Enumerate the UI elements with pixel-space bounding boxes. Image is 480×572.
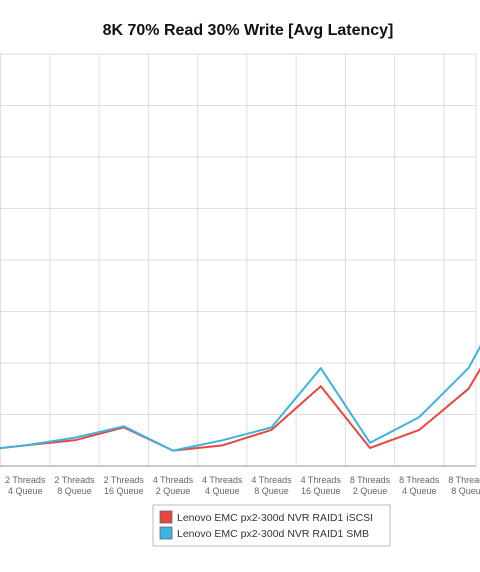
legend-swatch — [159, 526, 173, 540]
x-tick-label: 4 Threads 2 Queue — [153, 475, 194, 496]
legend-label: Lenovo EMC px2-300d NVR RAID1 iSCSI — [177, 512, 373, 524]
legend-swatch — [159, 510, 173, 524]
x-tick-label: 2 Threads 8 Queue — [54, 475, 95, 496]
chart-lines — [0, 344, 480, 452]
x-tick-label: 8 Threads 4 Queue — [399, 475, 440, 496]
x-tick-label: 2 Threads 4 Queue — [5, 475, 46, 496]
x-tick-label: 4 Threads 4 Queue — [202, 475, 243, 496]
chart-grid — [0, 53, 477, 467]
chart-title: 8K 70% Read 30% Write [Avg Latency] — [103, 22, 394, 39]
legend-label: Lenovo EMC px2-300d NVR RAID1 SMB — [177, 528, 369, 540]
x-tick-label: 4 Threads 16 Queue — [301, 475, 342, 496]
x-tick-label: 2 Threads 16 Queue — [104, 475, 145, 496]
series-line-2 — [0, 344, 480, 452]
chart-legend: Lenovo EMC px2-300d NVR RAID1 iSCSI Lenov… — [152, 504, 391, 547]
x-tick-label: 8 Threads 2 Queue — [350, 475, 391, 496]
legend-box — [152, 504, 391, 547]
series-line-1 — [0, 367, 480, 452]
x-tick-label: 4 Threads 8 Queue — [251, 475, 292, 496]
